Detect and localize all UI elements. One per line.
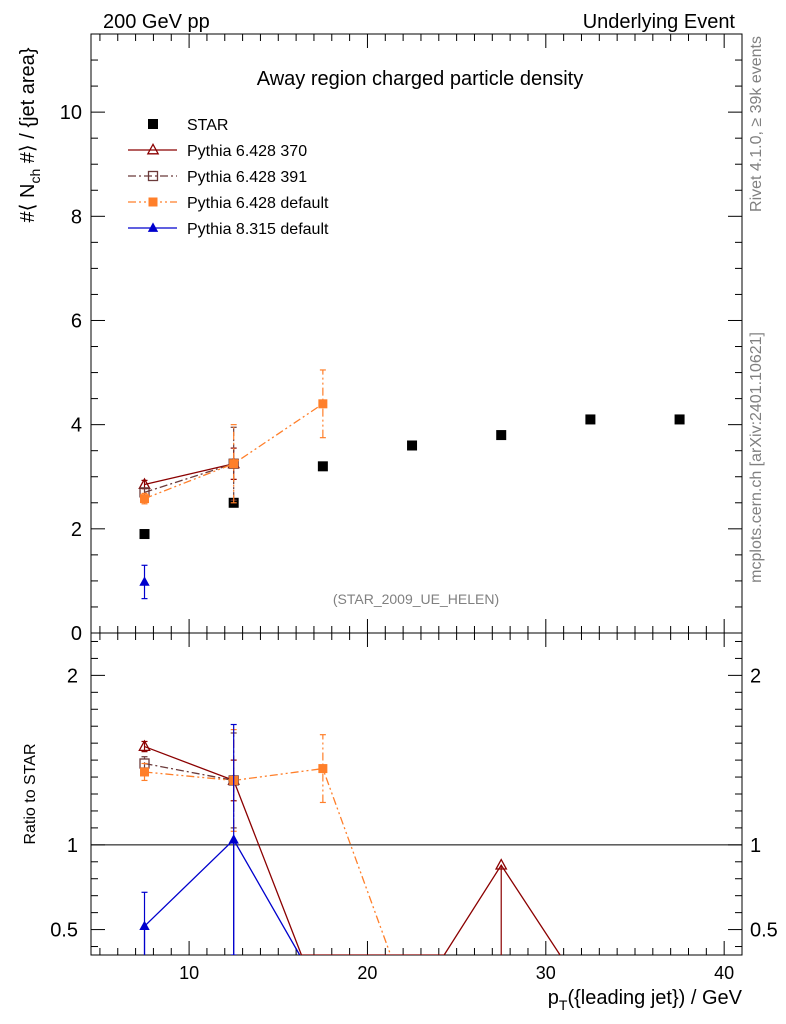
ratio-axis-label: Ratio to STAR [22,743,39,844]
axis-ticks: 10 20 30 40 0 2 4 6 8 10 0.5 0.5 1 1 2 2 [50,33,778,983]
watermark: (STAR_2009_UE_HELEN) [333,591,499,607]
ratio-tick-label-right: 1 [750,835,761,857]
y-tick-label: 0 [71,623,82,645]
ratio-tick-label: 2 [67,665,78,687]
ratio-tick-label-right: 0.5 [750,920,778,942]
ratio-line-pythia-8-315-default [144,838,301,955]
legend: STAR Pythia 6.428 370 Pythia 6.428 391 Pyth… [128,117,329,238]
y-tick-label: 6 [71,310,82,332]
ratio-line-pythia-6-428-391 [144,762,234,782]
y-tick-label: 10 [60,102,82,124]
legend-label-star: STAR [187,117,228,134]
x-axis-label: pT({leading jet}) / GeV [548,987,743,1013]
data-point-pythia-6-428-default [318,399,328,409]
y-axis-label: #⟨ Nch #⟩ / {jet area} [17,47,43,222]
data-point-star [317,461,328,472]
side-label-top: Rivet 4.1.0, ≥ 39k events [748,36,765,212]
data-point-pythia-8-315-default [139,576,150,586]
series-line-pythia-6-428-370 [144,463,234,486]
legend-marker-pythia-8-315-default [147,222,159,232]
data-point-star [585,414,596,425]
ratio-point-pythia-6-428-default [318,764,328,774]
ratio-line-pythia-6-428-370 [144,745,561,955]
ratio-point-pythia-6-428-370 [138,739,151,752]
header-right: Underlying Event [583,11,736,33]
ratio-tick-label-right: 2 [750,665,761,687]
data-point-star [496,430,507,441]
x-tick-label: 20 [357,963,377,983]
y-tick-label: 4 [71,415,82,437]
legend-marker-star [148,119,158,129]
chart-title: Away region charged particle density [257,68,583,90]
ratio-tick-label: 0.5 [50,920,78,942]
side-label-bottom: mcplots.cern.ch [arXiv:2401.10621] [748,332,765,583]
ratio-line-pythia-6-428-default [144,767,392,955]
legend-marker-pythia-6-428-391 [147,170,159,182]
data-point-star [139,529,150,540]
ratio-point-pythia-6-428-default [140,767,150,777]
ratio-plot-frame [90,632,743,956]
x-tick-label: 40 [714,963,734,983]
series-line-pythia-6-428-391 [144,463,234,493]
y-tick-label: 8 [71,206,82,228]
main-data-layer [138,369,685,600]
ratio-tick-label: 1 [67,835,78,857]
x-tick-label: 10 [179,963,199,983]
y-tick-label: 2 [71,519,82,541]
header-left: 200 GeV pp [103,11,210,33]
legend-marker-pythia-6-428-370 [146,143,160,155]
data-point-pythia-6-428-default [140,494,150,504]
data-point-star [407,440,418,451]
ratio-point-pythia-8-315-default [139,920,150,931]
data-point-pythia-6-428-default [229,459,239,469]
ratio-data-layer [138,723,561,955]
data-point-star [674,414,685,425]
legend-label-pythia-8-315-default: Pythia 8.315 default [187,221,329,238]
legend-label-pythia-6-428-391: Pythia 6.428 391 [187,169,307,186]
legend-label-pythia-6-428-default: Pythia 6.428 default [187,195,329,212]
legend-label-pythia-6-428-370: Pythia 6.428 370 [187,143,307,160]
legend-marker-pythia-6-428-default [148,197,158,207]
x-tick-label: 30 [536,963,556,983]
ratio-point-pythia-8-315-default [228,834,239,844]
